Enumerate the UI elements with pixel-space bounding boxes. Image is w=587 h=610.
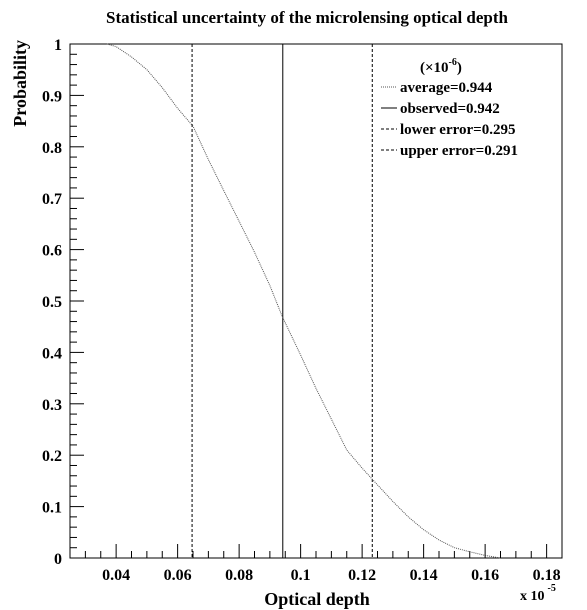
x-tick-label: 0.14 <box>410 567 438 584</box>
x-tick-label: 0.18 <box>533 567 561 584</box>
y-tick-label: 0.9 <box>42 88 62 105</box>
y-tick-label: 0 <box>54 551 62 568</box>
x-tick-label: 0.08 <box>225 567 253 584</box>
y-tick-label: 1 <box>54 37 62 54</box>
x-axis-label: Optical depth <box>264 589 370 609</box>
y-tick-label: 0.8 <box>42 140 62 157</box>
legend-header: (×10-6) <box>420 57 462 76</box>
y-tick-label: 0.7 <box>42 191 62 208</box>
x-tick-label: 0.1 <box>291 567 311 584</box>
x-axis-multiplier: x 10-5 <box>520 583 556 604</box>
reference-lines <box>191 44 373 558</box>
y-tick-label: 0.6 <box>42 243 62 260</box>
legend: (×10-6) average=0.944 observed=0.942 lower… <box>381 57 518 159</box>
legend-label: upper error=0.291 <box>400 143 518 159</box>
y-tick-label: 0.5 <box>42 294 62 311</box>
x-axis: 0.04 0.06 0.08 0.1 0.12 0.14 0.16 0.18 <box>69 544 563 584</box>
x-tick-label: 0.04 <box>102 567 130 584</box>
y-axis: 0 0.1 0.2 0.3 0.4 0.5 0.6 0.7 0.8 0.9 1 <box>42 37 84 568</box>
x-tick-label: 0.06 <box>164 567 192 584</box>
probability-curve <box>106 43 501 559</box>
y-tick-label: 0.1 <box>42 500 62 517</box>
y-tick-label: 0.4 <box>42 345 62 362</box>
y-tick-label: 0.2 <box>42 448 62 465</box>
legend-label: lower error=0.295 <box>400 122 515 138</box>
legend-label: observed=0.942 <box>400 101 500 117</box>
series-average-line <box>106 43 501 559</box>
y-axis-label: Probability <box>10 40 30 127</box>
legend-label: average=0.944 <box>400 80 493 96</box>
chart-title: Statistical uncertainty of the microlens… <box>106 8 509 27</box>
x-tick-label: 0.12 <box>348 567 376 584</box>
x-tick-label: 0.16 <box>471 567 499 584</box>
y-tick-label: 0.3 <box>42 397 62 414</box>
